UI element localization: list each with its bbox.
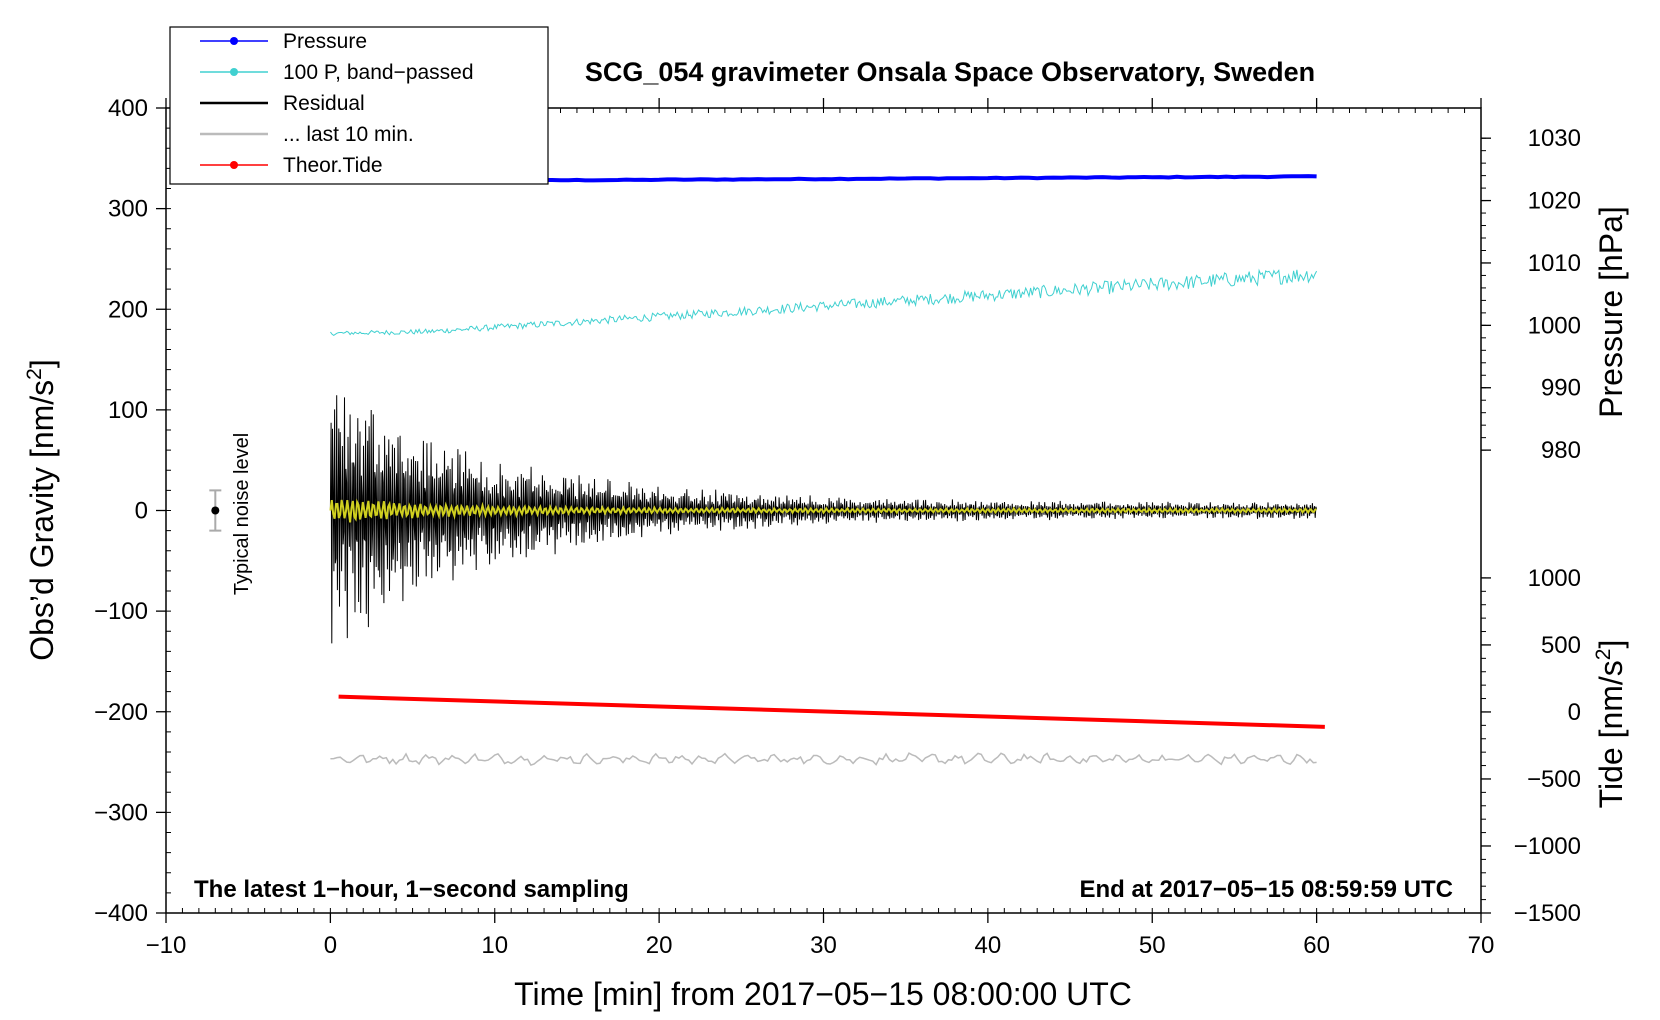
legend-label: Pressure [283, 30, 367, 53]
x-tick-label: 70 [1468, 932, 1495, 959]
y-tick-label: −300 [94, 799, 148, 826]
y-tick-label: 300 [108, 196, 148, 223]
y-axis-title-tide: Tide [nm/s2] [1592, 640, 1629, 809]
chart-title: SCG_054 gravimeter Onsala Space Observat… [585, 57, 1315, 87]
tide-tick-label: −1000 [1514, 833, 1581, 860]
series-layer [329, 174, 1325, 767]
x-tick-label: 10 [481, 932, 508, 959]
noise-center-dot [211, 506, 220, 515]
tide-tick-label: 0 [1568, 699, 1581, 726]
annotation-sampling: The latest 1−hour, 1−second sampling [194, 876, 629, 903]
series-last10min-line [330, 752, 1317, 767]
tide-tick-label: 500 [1541, 632, 1581, 659]
legend-swatch-dot [230, 68, 238, 76]
tide-tick-label: −1500 [1514, 900, 1581, 927]
series-smoothed-residual-line [329, 498, 1317, 523]
x-tick-label: −10 [146, 932, 187, 959]
pressure-axis-ticks: 980 990 1000 1010 1020 1030 [1481, 125, 1581, 464]
y-tick-label: 100 [108, 397, 148, 424]
pressure-tick-label: 1020 [1528, 188, 1581, 215]
x-tick-label: 20 [646, 932, 673, 959]
x-tick-label: 30 [810, 932, 837, 959]
y-tick-label: 400 [108, 95, 148, 122]
legend-swatch-dot [230, 37, 238, 45]
legend-label: Residual [283, 92, 365, 115]
series-tide-line [338, 694, 1325, 729]
pressure-tick-label: 980 [1541, 437, 1581, 464]
x-axis-title: Time [min] from 2017−05−15 08:00:00 UTC [514, 976, 1132, 1012]
pressure-tick-label: 1000 [1528, 312, 1581, 339]
series-residual-line [329, 395, 1318, 644]
legend-label: ... last 10 min. [283, 123, 414, 146]
legend-items: Pressure 100 P, band−passed Residual ... la… [200, 30, 474, 177]
legend-label: Theor.Tide [283, 154, 383, 177]
y-tick-label: 200 [108, 296, 148, 323]
legend-label: 100 P, band−passed [283, 61, 474, 84]
legend: Pressure 100 P, band−passed Residual ... la… [169, 26, 549, 185]
pressure-tick-label: 1030 [1528, 125, 1581, 152]
y-tick-label: 0 [135, 498, 148, 525]
legend-swatch-dot [230, 161, 238, 169]
annotation-end-time: End at 2017−05−15 08:59:59 UTC [1079, 876, 1453, 903]
tide-axis-ticks: −1500 −1000 −500 0 500 1000 [1481, 565, 1581, 927]
tide-tick-label: −500 [1527, 766, 1581, 793]
series-bandpassed-line [330, 268, 1318, 337]
y-axis-title-pressure: Pressure [hPa] [1593, 206, 1629, 418]
legend-box [169, 26, 549, 185]
x-tick-label: 0 [324, 932, 337, 959]
x-axis-ticks: −10 0 10 20 30 40 50 60 70 [146, 98, 1495, 959]
x-tick-label: 40 [975, 932, 1002, 959]
y-tick-label: −400 [94, 900, 148, 927]
x-tick-label: 60 [1303, 932, 1330, 959]
tide-tick-label: 1000 [1528, 565, 1581, 592]
y-axis-title-left: Obs’d Gravity [nm/s2] [23, 359, 60, 661]
pressure-tick-label: 990 [1541, 375, 1581, 402]
noise-level-label: Typical noise level [231, 433, 253, 595]
y-tick-label: −200 [94, 699, 148, 726]
y-axis-ticks: −400 −300 −200 −100 0 100 200 300 400 [94, 95, 166, 927]
noise-level-indicator [209, 489, 222, 532]
x-tick-label: 50 [1139, 932, 1166, 959]
pressure-tick-label: 1010 [1528, 250, 1581, 277]
y-tick-label: −100 [94, 598, 148, 625]
